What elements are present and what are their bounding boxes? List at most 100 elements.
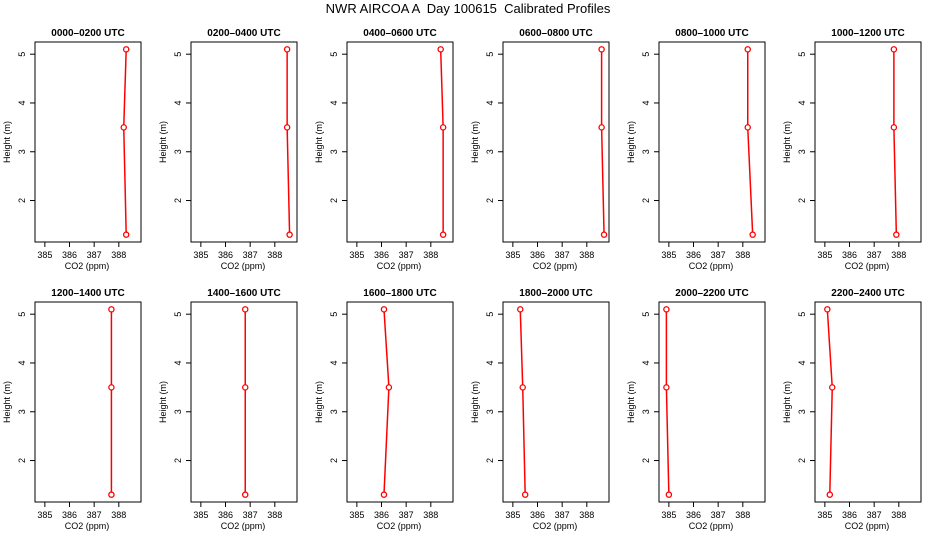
y-tick-label: 5: [641, 312, 651, 317]
panel-title: 1400–1600 UTC: [207, 288, 280, 299]
x-tick-label: 388: [735, 250, 750, 260]
y-tick-label: 2: [173, 198, 183, 203]
y-tick-label: 4: [329, 100, 339, 105]
y-tick-label: 3: [329, 149, 339, 154]
x-tick-label: 387: [399, 250, 414, 260]
profile-line: [124, 127, 126, 234]
y-tick-label: 2: [797, 198, 807, 203]
y-tick-label: 2: [17, 458, 27, 463]
y-tick-label: 3: [173, 149, 183, 154]
y-tick-label: 4: [485, 360, 495, 365]
y-tick-label: 2: [641, 458, 651, 463]
profile-point: [601, 232, 606, 237]
y-tick-label: 2: [797, 458, 807, 463]
profile-point: [830, 385, 835, 390]
profile-point: [243, 492, 248, 497]
y-axis-label: Height (m): [782, 121, 792, 163]
x-tick-label: 386: [62, 250, 77, 260]
x-tick-label: 386: [842, 510, 857, 520]
x-axis-label: CO2 (ppm): [65, 521, 110, 531]
x-tick-label: 387: [399, 510, 414, 520]
profile-line: [384, 309, 389, 387]
x-tick-label: 385: [817, 250, 832, 260]
profile-point: [825, 307, 830, 312]
x-tick-label: 388: [267, 250, 282, 260]
profile-panel: 0600–0800 UTC385 386 387 388CO2 (ppm)2345He…: [470, 28, 609, 271]
panel-title: 2000–2200 UTC: [675, 288, 748, 299]
x-axis-label: CO2 (ppm): [377, 521, 422, 531]
x-tick-label: 385: [505, 510, 520, 520]
y-tick-label: 2: [641, 198, 651, 203]
y-axis-label: Height (m): [626, 381, 636, 423]
profile-panel: 2200–2400 UTC385 386 387 388CO2 (ppm)2345He…: [782, 288, 921, 531]
y-tick-label: 5: [329, 52, 339, 57]
x-tick-label: 386: [374, 510, 389, 520]
profile-line: [830, 387, 832, 494]
x-tick-label: 386: [686, 250, 701, 260]
profile-point: [518, 307, 523, 312]
x-tick-label: 385: [661, 510, 676, 520]
y-axis-label: Height (m): [314, 121, 324, 163]
x-tick-label: 386: [218, 510, 233, 520]
panel-title: 0400–0600 UTC: [363, 28, 436, 39]
y-tick-label: 5: [17, 52, 27, 57]
plot-frame: [191, 302, 297, 502]
y-tick-label: 2: [329, 198, 339, 203]
y-tick-label: 2: [173, 458, 183, 463]
profile-panel: 0800–1000 UTC385 386 387 388CO2 (ppm)2345He…: [626, 28, 765, 271]
x-axis-label: CO2 (ppm): [533, 521, 578, 531]
y-tick-label: 2: [329, 458, 339, 463]
profile-point: [124, 232, 129, 237]
profile-point: [520, 385, 525, 390]
panel-title: 2200–2400 UTC: [831, 288, 904, 299]
x-tick-label: 385: [193, 510, 208, 520]
x-axis-label: CO2 (ppm): [689, 521, 734, 531]
panel-title: 0000–0200 UTC: [51, 28, 124, 39]
profile-point: [243, 307, 248, 312]
profile-point: [243, 385, 248, 390]
x-tick-label: 386: [62, 510, 77, 520]
x-axis-label: CO2 (ppm): [377, 261, 422, 271]
profile-point: [894, 232, 899, 237]
x-tick-label: 387: [711, 510, 726, 520]
profile-panel: 0200–0400 UTC385 386 387 388CO2 (ppm)2345He…: [158, 28, 297, 271]
profile-point: [664, 385, 669, 390]
y-tick-label: 5: [797, 52, 807, 57]
panel-title: 0800–1000 UTC: [675, 28, 748, 39]
y-tick-label: 4: [797, 360, 807, 365]
profile-line: [523, 387, 525, 494]
profile-point: [599, 47, 604, 52]
plot-frame: [347, 302, 453, 502]
profile-point: [109, 385, 114, 390]
profile-point: [285, 47, 290, 52]
x-tick-label: 388: [735, 510, 750, 520]
x-tick-label: 388: [111, 250, 126, 260]
profile-line: [666, 387, 668, 494]
y-tick-label: 4: [173, 360, 183, 365]
x-tick-label: 388: [891, 250, 906, 260]
profile-line: [287, 127, 289, 234]
plot-frame: [347, 42, 453, 242]
panel-title: 1600–1800 UTC: [363, 288, 436, 299]
y-tick-label: 4: [797, 100, 807, 105]
plot-frame: [815, 42, 921, 242]
y-tick-label: 4: [17, 100, 27, 105]
x-tick-label: 385: [37, 250, 52, 260]
x-axis-label: CO2 (ppm): [845, 261, 890, 271]
x-tick-label: 385: [349, 510, 364, 520]
y-tick-label: 3: [173, 409, 183, 414]
profile-line: [827, 309, 832, 387]
y-tick-label: 3: [485, 149, 495, 154]
profile-point: [666, 492, 671, 497]
x-tick-label: 387: [711, 250, 726, 260]
y-axis-label: Height (m): [470, 121, 480, 163]
x-tick-label: 385: [37, 510, 52, 520]
